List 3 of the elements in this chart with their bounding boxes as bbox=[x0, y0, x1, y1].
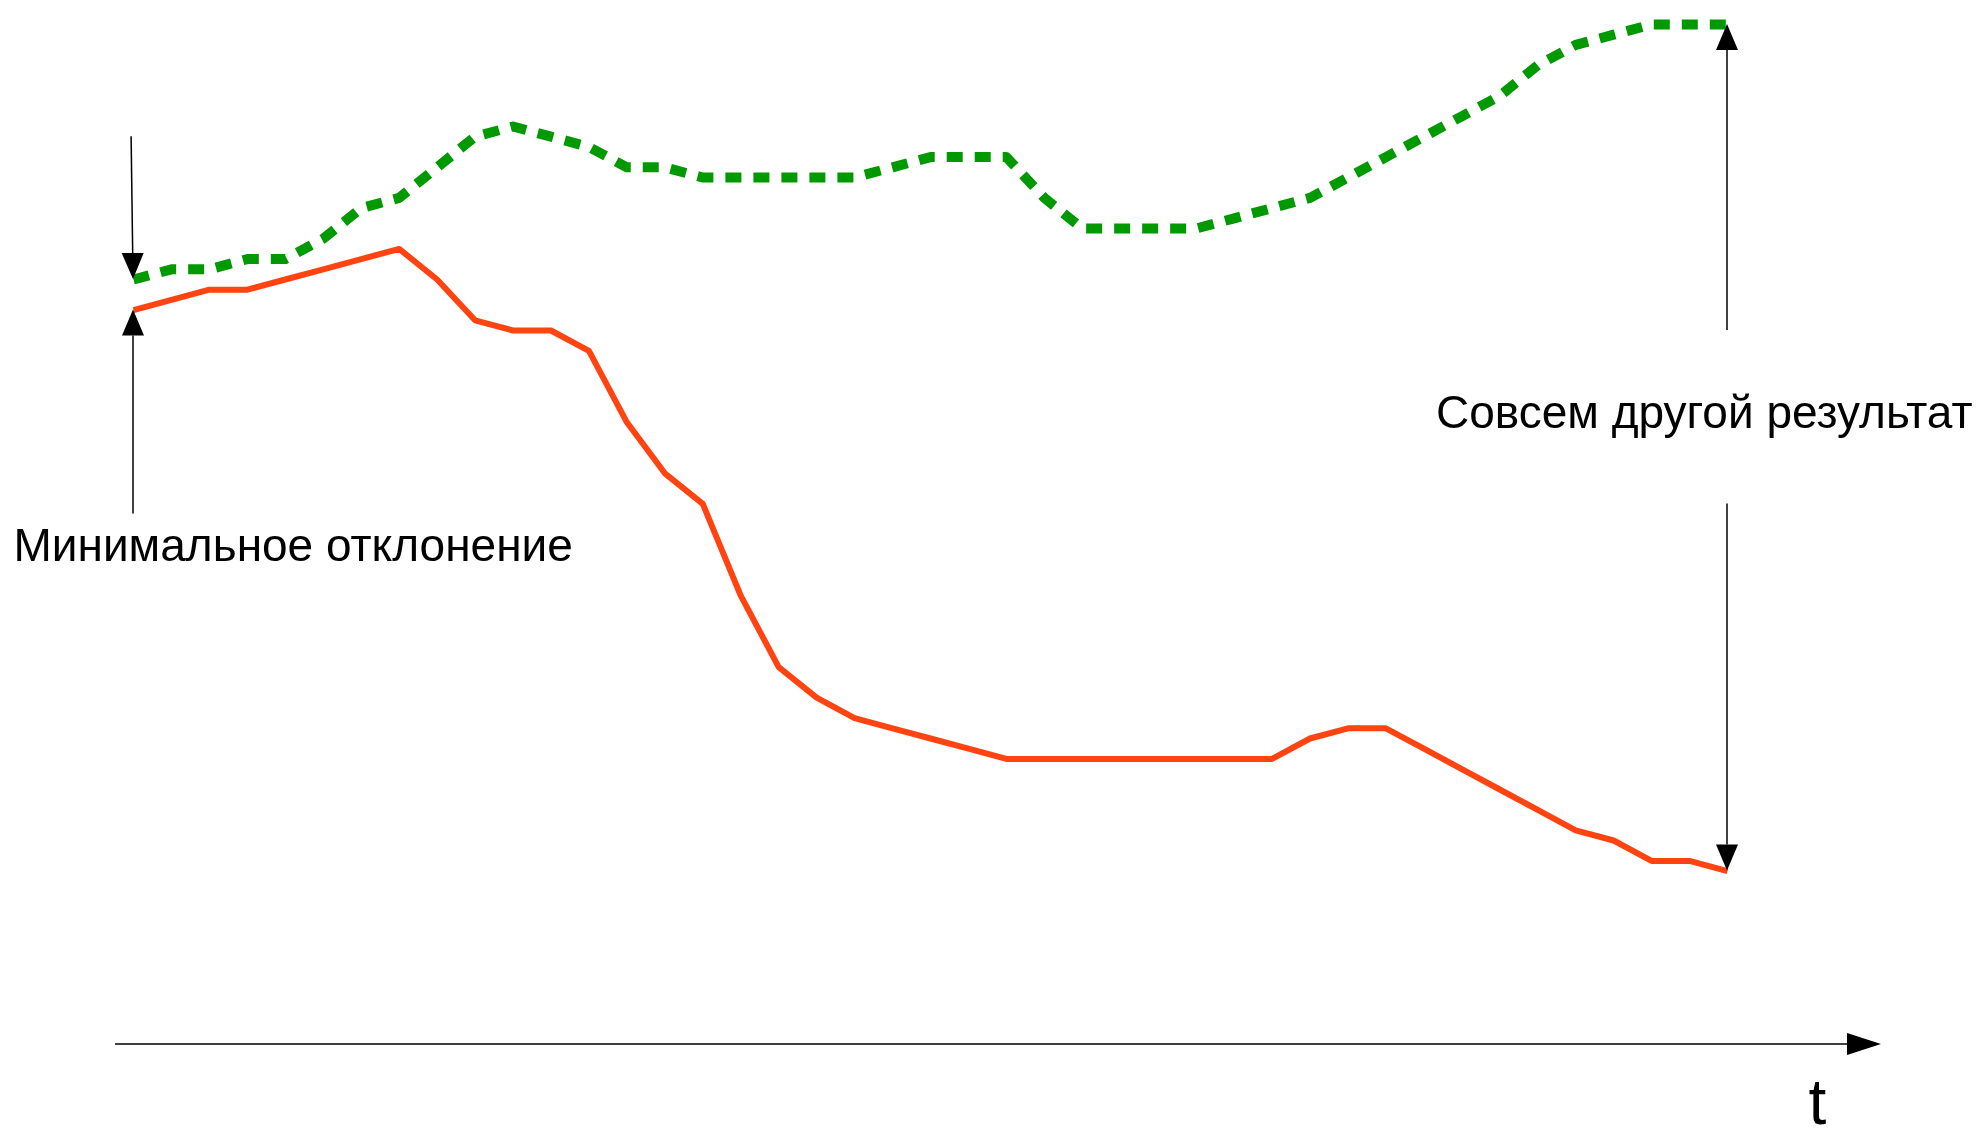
x-axis-title: t bbox=[1808, 1065, 1827, 1130]
annotation: Совсем другой результат bbox=[1435, 386, 1973, 439]
annotation: Минимальное отклонение bbox=[13, 518, 573, 571]
